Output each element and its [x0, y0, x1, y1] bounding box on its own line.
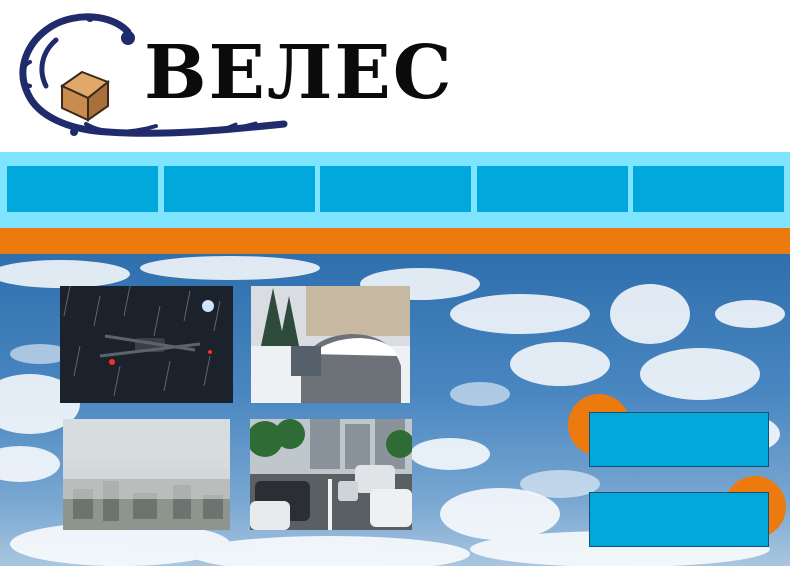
- nav-item-2[interactable]: [164, 166, 315, 212]
- nav-item-5[interactable]: [633, 166, 784, 212]
- secondary-action-button[interactable]: [589, 492, 769, 547]
- foggy-city-aerial-photo[interactable]: [63, 419, 230, 530]
- snow-covered-car-photo[interactable]: [251, 286, 410, 403]
- header: ВЕЛЕС: [0, 0, 790, 152]
- primary-action-button[interactable]: [589, 412, 769, 467]
- traffic-jam-photo[interactable]: [250, 419, 412, 530]
- nav-item-4[interactable]: [477, 166, 628, 212]
- clouds-background: [0, 256, 785, 566]
- drone-in-rain-photo[interactable]: [60, 286, 233, 403]
- hero-sky-banner: [0, 254, 790, 566]
- logo-emblem-icon: [19, 13, 288, 137]
- logo[interactable]: ВЕЛЕС: [16, 12, 452, 140]
- nav-item-3[interactable]: [320, 166, 471, 212]
- logo-text: ВЕЛЕС: [144, 30, 454, 116]
- accent-stripe: [0, 228, 790, 254]
- main-nav: [0, 152, 790, 228]
- nav-item-1[interactable]: [7, 166, 158, 212]
